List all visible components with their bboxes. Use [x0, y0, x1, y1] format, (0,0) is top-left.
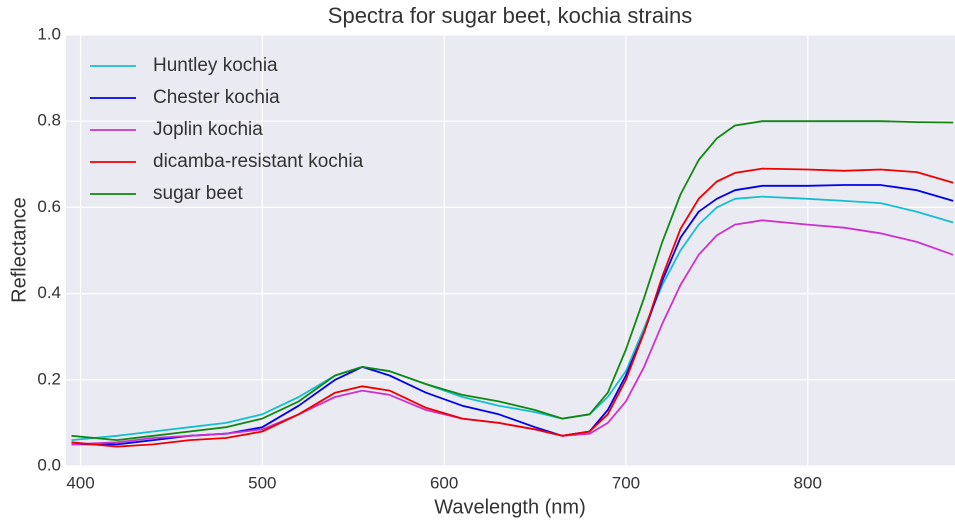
y-axis-label: Reflectance	[8, 197, 30, 303]
x-tick-label: 400	[66, 473, 94, 492]
y-tick-label: 0.6	[37, 197, 61, 216]
y-tick-label: 0.4	[37, 283, 61, 302]
series-line	[71, 167, 954, 448]
x-tick-label: 700	[612, 473, 640, 492]
legend-label: sugar beet	[153, 183, 244, 204]
legend-label: Chester kochia	[153, 87, 280, 108]
y-tick-label: 1.0	[37, 24, 61, 43]
legend-label: Joplin kochia	[153, 119, 263, 140]
chart-title: Spectra for sugar beet, kochia strains	[328, 3, 692, 28]
series-line	[71, 219, 954, 446]
x-axis-label: Wavelength (nm)	[434, 496, 586, 518]
y-tick-label: 0.2	[37, 369, 61, 388]
legend-label: Huntley kochia	[153, 55, 278, 76]
x-tick-label: 500	[248, 473, 276, 492]
plot-area	[66, 35, 955, 466]
y-tick-label: 0.0	[37, 455, 61, 474]
y-tick-label: 0.8	[37, 111, 61, 130]
x-tick-label: 800	[794, 473, 822, 492]
x-tick-label: 600	[430, 473, 458, 492]
legend-label: dicamba-resistant kochia	[153, 151, 364, 172]
series-line	[71, 120, 954, 441]
